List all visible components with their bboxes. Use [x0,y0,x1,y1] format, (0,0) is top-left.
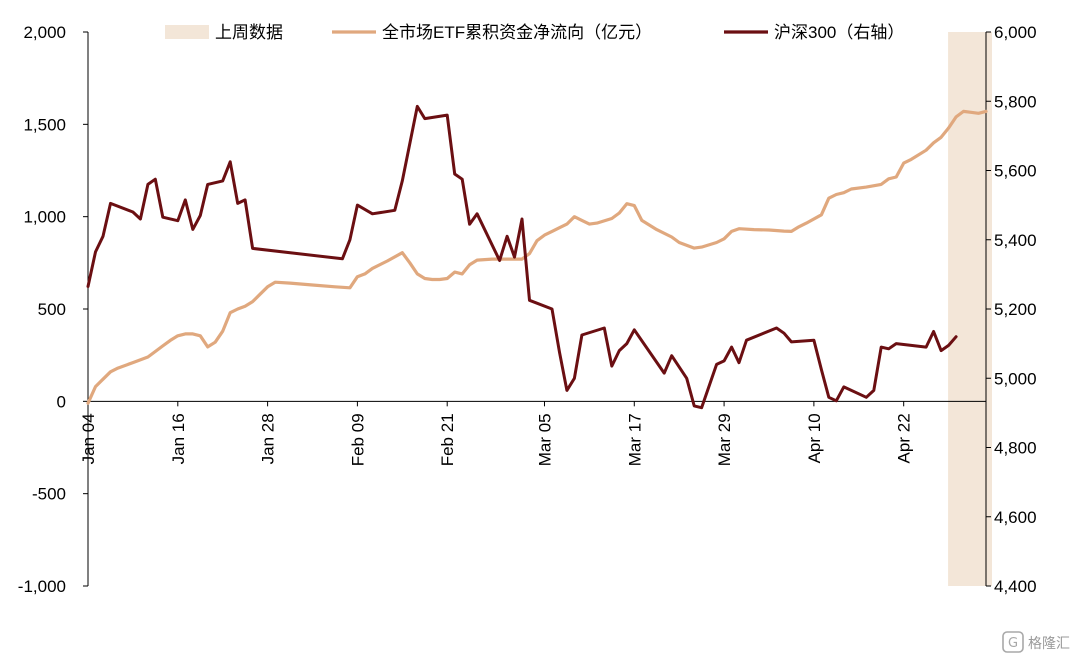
highlight-band-layer [948,32,992,586]
x-tick-label: Feb 21 [438,413,457,466]
x-tick-label: Mar 29 [715,413,734,466]
y-right-tick-label: 5,400 [994,231,1037,250]
x-tick-label: Feb 09 [348,413,367,466]
legend: 上周数据 全市场ETF累积资金净流向（亿元） 沪深300（右轴） [165,23,904,42]
y-left-tick-label: 1,500 [23,115,66,134]
x-tick-label: Apr 22 [895,413,914,463]
y-right-tick-label: 5,600 [994,162,1037,181]
y-right-tick-label: 5,000 [994,369,1037,388]
x-tick-label: Jan 28 [259,413,278,464]
y-right-tick-label: 6,000 [994,23,1037,42]
series-line-csi300 [86,104,958,410]
watermark-logo-glyph: G [1008,636,1018,651]
legend-item-last-week: 上周数据 [165,23,283,42]
y-right-tick-label: 5,800 [994,92,1037,111]
legend-item-csi300: 沪深300（右轴） [724,23,904,42]
legend-item-etf-net-flow: 全市场ETF累积资金净流向（亿元） [332,23,652,42]
y-left-tick-label: 0 [57,392,66,411]
axes: 2,000 1,500 1,000 500 0 -500 -1,000 6,000 5,800 5… [18,23,1037,596]
y-left-tick-label: -1,000 [18,577,66,596]
y-left-tick-label: 500 [38,300,66,319]
x-tick-label: Apr 10 [805,413,824,463]
x-tick-label: Mar 17 [625,413,644,466]
legend-label: 全市场ETF累积资金净流向（亿元） [382,23,652,42]
y-right-tick-label: 5,200 [994,300,1037,319]
y-left-tick-label: 2,000 [23,23,66,42]
y-right-tick-label: 4,800 [994,439,1037,458]
y-right-tick-label: 4,600 [994,508,1037,527]
x-tick-label: Jan 04 [79,413,98,464]
series-line-etf-net-flow [86,109,988,405]
legend-label: 沪深300（右轴） [774,23,904,42]
watermark-logo-icon [1002,631,1024,653]
y-left-tick-label: 1,000 [23,208,66,227]
legend-swatch [165,25,209,39]
x-tick-label: Jan 16 [169,413,188,464]
x-tick-label: Mar 05 [535,413,554,466]
highlight-band-last-week [948,32,992,586]
legend-label: 上周数据 [215,23,283,42]
watermark-text: 格隆汇 [1028,635,1070,651]
series-lines [86,104,988,410]
watermark: G 格隆汇 [1002,631,1070,653]
y-left-tick-label: -500 [32,485,66,504]
y-right-tick-label: 4,400 [994,577,1037,596]
